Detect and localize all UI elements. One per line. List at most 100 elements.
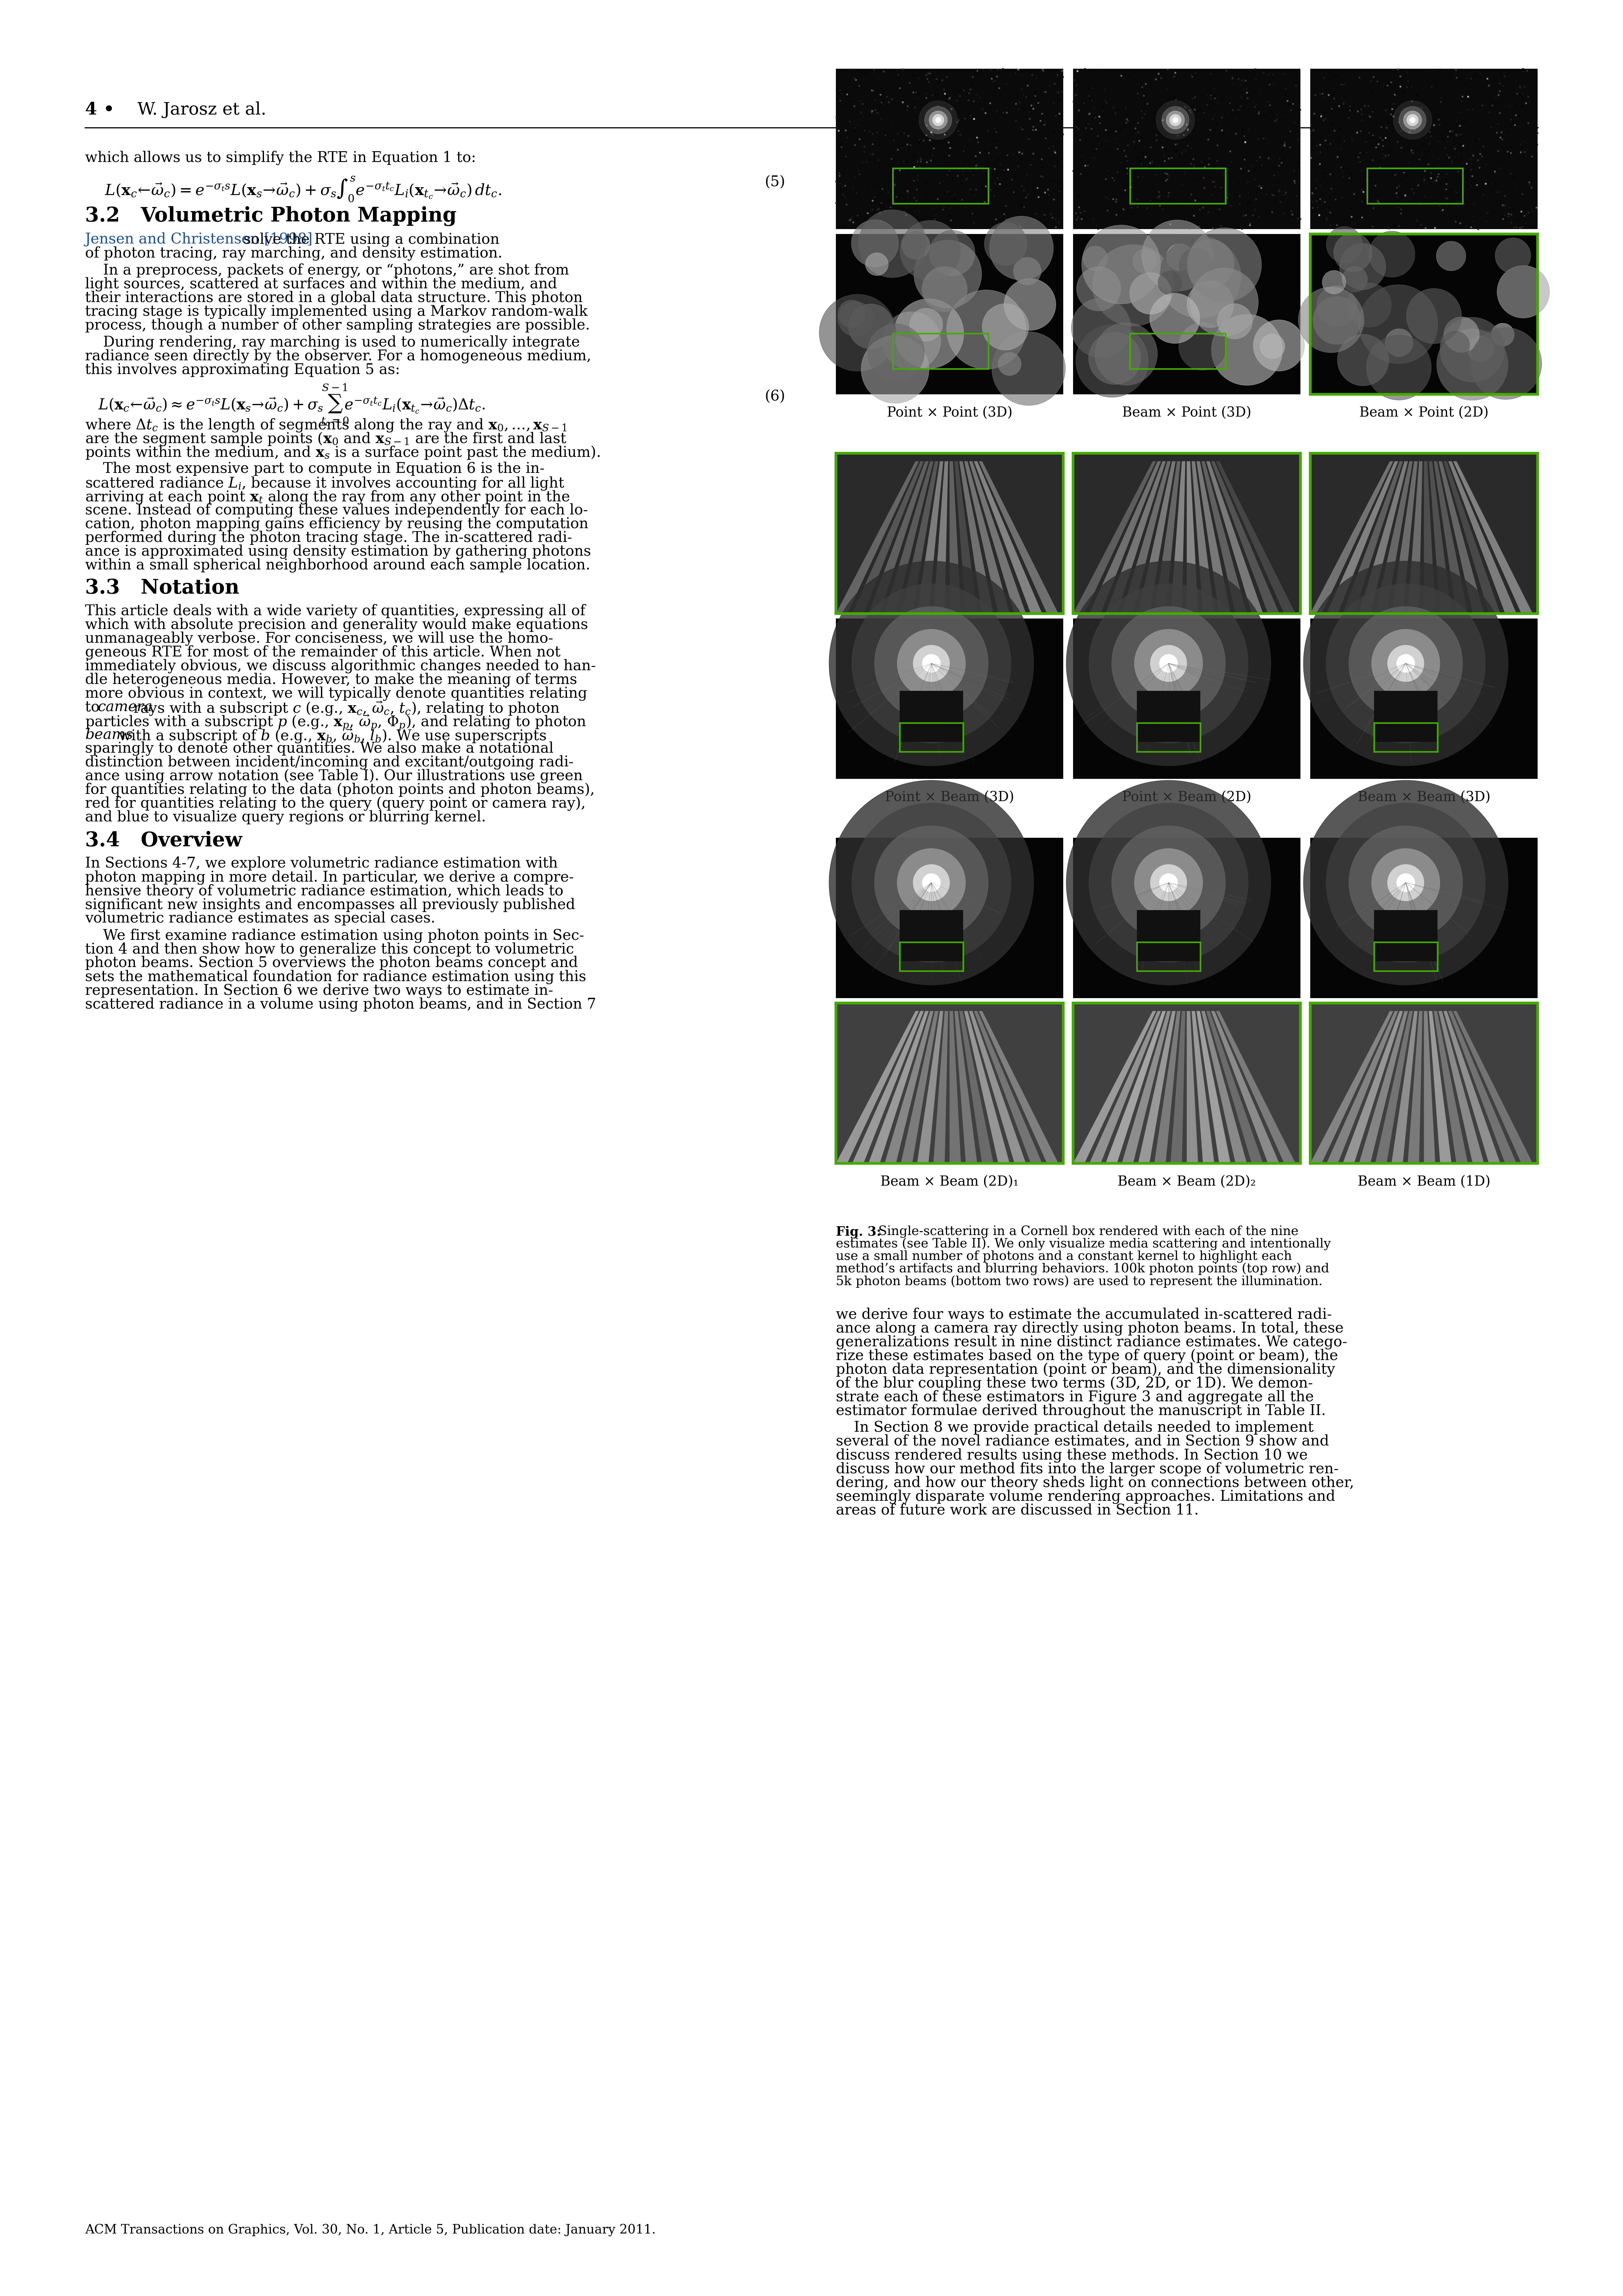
Text: 5k photon beams (bottom two rows) are used to represent the illumination.: 5k photon beams (bottom two rows) are us… <box>836 1274 1323 1288</box>
Circle shape <box>982 303 1029 349</box>
Polygon shape <box>852 1010 923 1164</box>
Text: arriving at each point $\mathbf{x}_t$ along the ray from any other point in the: arriving at each point $\mathbf{x}_t$ al… <box>84 489 570 505</box>
Circle shape <box>1441 331 1470 360</box>
Circle shape <box>883 312 941 370</box>
Bar <box>1130 333 1225 370</box>
Text: ACM Transactions on Graphics, Vol. 30, No. 1, Article 5, Publication date: Janua: ACM Transactions on Graphics, Vol. 30, N… <box>84 2225 656 2236</box>
Text: dering, and how our theory sheds light on connections between other,: dering, and how our theory sheds light o… <box>836 1476 1354 1490</box>
Circle shape <box>1190 269 1258 335</box>
Circle shape <box>1186 280 1233 328</box>
Polygon shape <box>1201 461 1246 613</box>
Circle shape <box>1143 220 1212 292</box>
Text: which allows us to simplify the RTE in Equation 1 to:: which allows us to simplify the RTE in E… <box>84 152 476 165</box>
Polygon shape <box>1438 1010 1483 1164</box>
Circle shape <box>1347 282 1391 328</box>
Bar <box>1310 69 1537 230</box>
Circle shape <box>922 654 940 673</box>
Text: geneous RTE for most of the remainder of this article. When not: geneous RTE for most of the remainder of… <box>84 645 560 659</box>
Text: discuss rendered results using these methods. In Section 10 we: discuss rendered results using these met… <box>836 1449 1308 1463</box>
Circle shape <box>1384 328 1414 356</box>
Circle shape <box>1173 117 1178 122</box>
Circle shape <box>1089 804 1248 962</box>
Text: we derive four ways to estimate the accumulated in-scattered radi-: we derive four ways to estimate the accu… <box>836 1306 1332 1322</box>
Text: ance is approximated using density estimation by gathering photons: ance is approximated using density estim… <box>84 544 591 558</box>
Circle shape <box>862 335 928 404</box>
Circle shape <box>1440 317 1505 381</box>
Circle shape <box>911 308 943 342</box>
Circle shape <box>1156 101 1195 140</box>
Text: photon mapping in more detail. In particular, we derive a compre-: photon mapping in more detail. In partic… <box>84 870 575 884</box>
Polygon shape <box>1196 461 1230 613</box>
Bar <box>836 838 1063 999</box>
Text: of the blur coupling these two terms (3D, 2D, or 1D). We demon-: of the blur coupling these two terms (3D… <box>836 1375 1313 1391</box>
Circle shape <box>990 216 1053 280</box>
Text: Single-scattering in a Cornell box rendered with each of the nine: Single-scattering in a Cornell box rende… <box>870 1226 1298 1238</box>
Text: Beam × Beam (2D)₁: Beam × Beam (2D)₁ <box>880 1176 1019 1189</box>
Circle shape <box>1066 560 1271 767</box>
Bar <box>1310 618 1537 778</box>
Text: camera: camera <box>97 700 153 714</box>
Text: dle heterogeneous media. However, to make the meaning of terms: dle heterogeneous media. However, to mak… <box>84 673 578 687</box>
Bar <box>1375 723 1438 751</box>
Text: tracing stage is typically implemented using a Markov random-walk: tracing stage is typically implemented u… <box>84 305 588 319</box>
Circle shape <box>852 804 1011 962</box>
Circle shape <box>1397 872 1415 891</box>
Text: cation, photon mapping gains efficiency by reusing the computation: cation, photon mapping gains efficiency … <box>84 517 589 530</box>
Bar <box>899 909 962 962</box>
Bar <box>1073 1003 1300 1164</box>
Bar <box>1136 691 1201 742</box>
Text: Point × Point (3D): Point × Point (3D) <box>886 406 1013 420</box>
Circle shape <box>1253 319 1305 372</box>
Text: sets the mathematical foundation for radiance estimation using this: sets the mathematical foundation for rad… <box>84 969 586 985</box>
Circle shape <box>875 827 988 939</box>
Polygon shape <box>917 1010 943 1164</box>
Polygon shape <box>1358 1010 1407 1164</box>
Circle shape <box>1323 271 1345 294</box>
Circle shape <box>935 117 941 122</box>
Polygon shape <box>1342 1010 1402 1164</box>
Circle shape <box>914 241 982 308</box>
Bar <box>899 941 962 971</box>
Polygon shape <box>868 1010 928 1164</box>
Polygon shape <box>1170 461 1185 613</box>
Text: rize these estimates based on the type of query (point or beam), the: rize these estimates based on the type o… <box>836 1348 1337 1364</box>
Polygon shape <box>836 1010 919 1164</box>
Polygon shape <box>1443 461 1500 613</box>
Text: particles with a subscript $p$ (e.g., $\mathbf{x}_p$, $\vec{\omega}_p$, $\Phi_p$: particles with a subscript $p$ (e.g., $\… <box>84 714 586 732</box>
Bar <box>1073 69 1300 230</box>
Text: volumetric radiance estimates as special cases.: volumetric radiance estimates as special… <box>84 912 435 925</box>
Text: radiance seen directly by the observer. For a homogeneous medium,: radiance seen directly by the observer. … <box>84 349 591 363</box>
Polygon shape <box>964 1010 1010 1164</box>
Text: •: • <box>102 101 114 117</box>
Text: estimator formulae derived throughout the manuscript in Table II.: estimator formulae derived throughout th… <box>836 1403 1326 1419</box>
Text: representation. In Section 6 we derive two ways to estimate in-: representation. In Section 6 we derive t… <box>84 983 553 999</box>
Circle shape <box>1178 248 1212 282</box>
Circle shape <box>1089 333 1141 383</box>
Bar <box>1310 1003 1537 1164</box>
Polygon shape <box>1407 461 1422 613</box>
Polygon shape <box>1191 461 1214 613</box>
Circle shape <box>1316 285 1357 326</box>
Text: use a small number of photons and a constant kernel to highlight each: use a small number of photons and a cons… <box>836 1251 1292 1263</box>
Polygon shape <box>1186 461 1198 613</box>
Text: Beam × Point (2D): Beam × Point (2D) <box>1360 406 1488 420</box>
Circle shape <box>1368 232 1415 278</box>
Circle shape <box>865 253 888 276</box>
Circle shape <box>837 301 873 335</box>
Circle shape <box>901 220 961 280</box>
Polygon shape <box>1391 461 1417 613</box>
Circle shape <box>1410 117 1415 122</box>
Text: 4: 4 <box>84 101 97 117</box>
Text: $L(\mathbf{x}_c\!\leftarrow\!\vec{\omega}_c) \approx e^{-\sigma_t s}L(\mathbf{x}: $L(\mathbf{x}_c\!\leftarrow\!\vec{\omega… <box>97 383 485 427</box>
Text: We first examine radiance estimation using photon points in Sec-: We first examine radiance estimation usi… <box>102 928 584 944</box>
Circle shape <box>1407 115 1419 126</box>
Circle shape <box>985 223 1027 266</box>
Polygon shape <box>1121 461 1170 613</box>
Text: process, though a number of other sampling strategies are possible.: process, though a number of other sampli… <box>84 319 589 333</box>
Polygon shape <box>885 1010 933 1164</box>
Text: with a subscript of $b$ (e.g., $\mathbf{x}_b$, $\vec{\omega}_b$, $l_b$). We use : with a subscript of $b$ (e.g., $\mathbf{… <box>114 728 547 744</box>
Text: Beam × Beam (2D)₂: Beam × Beam (2D)₂ <box>1118 1176 1256 1189</box>
Polygon shape <box>901 1010 938 1164</box>
Polygon shape <box>959 461 993 613</box>
Text: rays with a subscript $c$ (e.g., $\mathbf{x}_c$, $\vec{\omega}_c$, $t_c$), relat: rays with a subscript $c$ (e.g., $\mathb… <box>128 700 560 716</box>
